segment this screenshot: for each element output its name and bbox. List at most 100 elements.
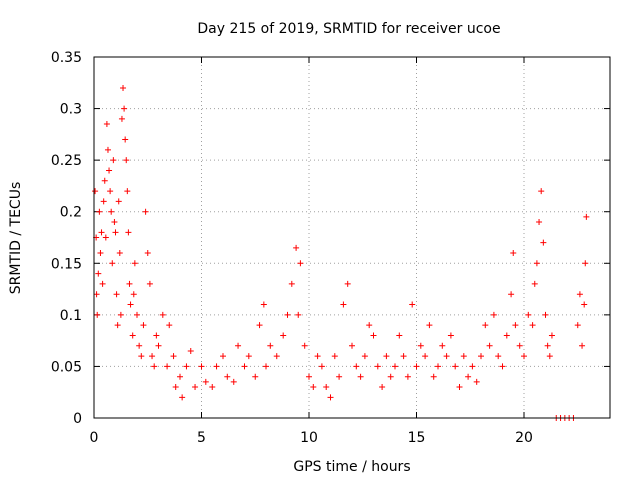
data-point <box>122 136 129 143</box>
data-point <box>288 280 295 287</box>
data-point <box>482 322 489 329</box>
data-point <box>110 157 117 164</box>
data-point <box>503 332 510 339</box>
data-point <box>164 363 171 370</box>
data-point <box>435 363 441 370</box>
data-point <box>170 353 177 360</box>
data-point <box>344 280 351 287</box>
data-point <box>103 121 110 128</box>
data-point <box>284 311 291 318</box>
data-point <box>495 353 502 360</box>
data-point <box>521 353 527 360</box>
data-point <box>486 342 493 349</box>
data-point <box>104 146 111 153</box>
data-point <box>533 260 540 267</box>
data-point <box>109 260 116 267</box>
x-tick-label: 5 <box>197 430 206 446</box>
data-point <box>230 378 237 385</box>
y-tick-label: 0.3 <box>60 102 82 118</box>
y-axis-label: SRMTID / TECUs <box>8 182 24 295</box>
data-point <box>576 291 583 298</box>
data-point <box>546 353 553 360</box>
data-point <box>297 260 304 267</box>
data-point <box>172 384 179 391</box>
data-point <box>96 208 103 215</box>
data-point <box>118 115 125 122</box>
x-axis-label: GPS time / hours <box>293 459 410 475</box>
data-point <box>379 384 386 391</box>
y-tick-label: 0.25 <box>51 153 82 169</box>
data-point <box>111 219 118 226</box>
data-point <box>340 301 347 308</box>
data-point <box>129 332 136 339</box>
data-point <box>95 270 102 277</box>
data-point <box>370 332 377 339</box>
data-point <box>306 373 312 380</box>
data-point <box>510 249 517 256</box>
data-point <box>422 353 429 360</box>
data-point <box>263 363 269 370</box>
data-point <box>516 342 523 349</box>
data-point <box>499 363 506 370</box>
data-point <box>153 332 160 339</box>
data-point <box>138 353 145 360</box>
data-point <box>245 353 252 360</box>
data-point <box>529 322 536 329</box>
data-point <box>336 373 343 380</box>
data-point <box>116 249 123 256</box>
data-point <box>538 188 545 195</box>
data-point <box>536 219 543 226</box>
data-point <box>108 208 115 215</box>
data-point <box>202 378 209 385</box>
data-point <box>131 260 138 267</box>
data-point <box>123 157 130 164</box>
x-tick-label: 10 <box>300 430 318 446</box>
data-point <box>151 363 158 370</box>
data-point <box>101 177 108 184</box>
data-point <box>130 291 137 298</box>
data-point <box>94 311 101 318</box>
data-point <box>97 249 104 256</box>
data-point <box>465 373 472 380</box>
data-point <box>166 322 173 329</box>
data-point <box>349 342 355 349</box>
data-point <box>142 208 149 215</box>
data-point <box>198 363 205 370</box>
data-point <box>144 249 151 256</box>
y-tick-label: 0.15 <box>51 256 82 272</box>
data-point <box>443 353 450 360</box>
data-point <box>409 301 416 308</box>
data-point <box>93 291 100 298</box>
data-point <box>98 229 105 236</box>
data-point <box>293 244 300 251</box>
data-point <box>525 311 532 318</box>
data-point <box>574 322 581 329</box>
data-point <box>134 311 140 318</box>
grid-lines <box>94 57 610 418</box>
data-point <box>120 84 127 91</box>
data-point <box>273 353 280 360</box>
data-point <box>452 363 459 370</box>
data-point <box>113 291 120 298</box>
data-point <box>508 291 515 298</box>
chart-title: Day 215 of 2019, SRMTID for receiver uco… <box>197 21 500 37</box>
y-tick-label: 0.2 <box>60 205 82 221</box>
data-point <box>112 229 119 236</box>
data-point <box>426 322 433 329</box>
data-point <box>149 353 156 360</box>
data-point <box>187 347 194 354</box>
data-point <box>544 342 551 349</box>
data-point <box>117 311 124 318</box>
data-point <box>127 301 134 308</box>
data-point <box>323 384 330 391</box>
y-tick-label: 0.35 <box>51 50 82 66</box>
data-point <box>102 234 109 241</box>
data-point <box>387 373 394 380</box>
data-point <box>126 280 133 287</box>
data-point <box>582 260 589 267</box>
data-point <box>447 332 454 339</box>
data-point <box>396 332 403 339</box>
data-point <box>392 363 398 370</box>
data-point <box>124 188 131 195</box>
data-point <box>314 353 321 360</box>
